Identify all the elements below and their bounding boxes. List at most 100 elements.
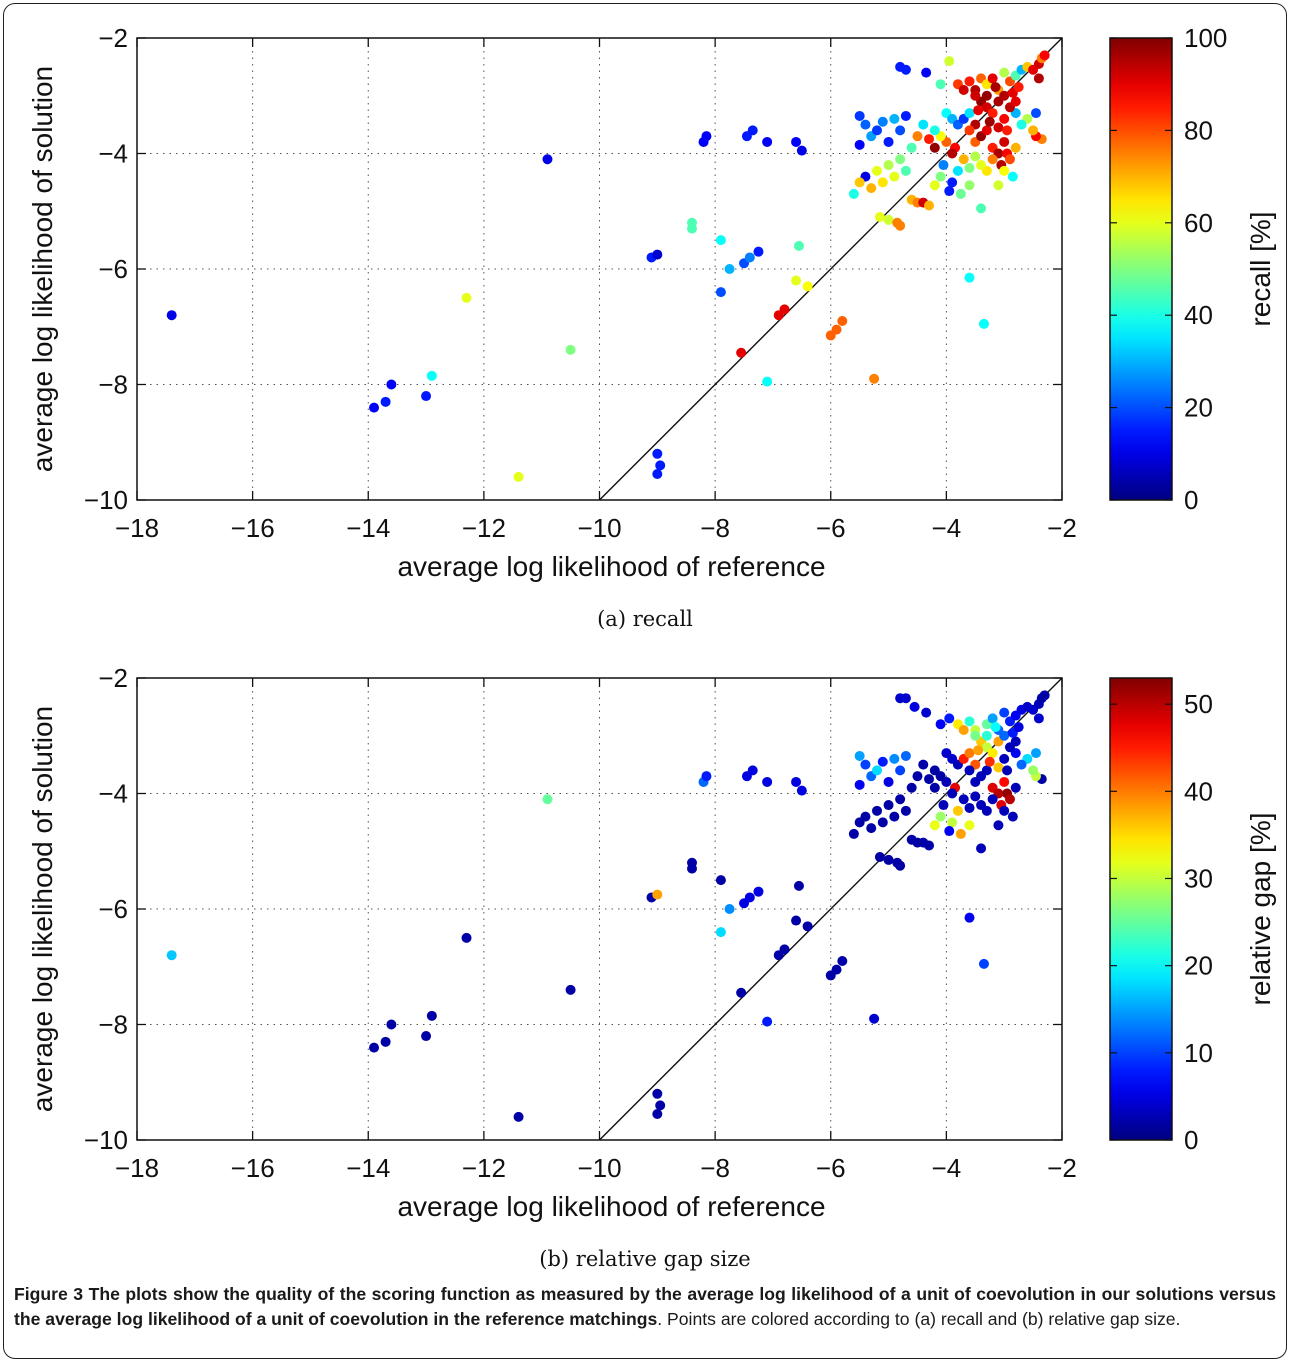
data-point (791, 275, 802, 286)
data-point (421, 391, 432, 402)
data-point (921, 707, 932, 718)
data-point (796, 145, 807, 156)
data-point (869, 373, 880, 384)
data-point (1010, 96, 1021, 107)
data-point (976, 160, 987, 171)
data-point (924, 840, 935, 851)
data-point (1007, 171, 1018, 182)
data-point (1016, 759, 1027, 770)
data-point (762, 776, 773, 787)
data-point (955, 188, 966, 199)
data-point (1033, 73, 1044, 84)
data-point (944, 56, 955, 67)
x-tick-label: −14 (346, 513, 390, 543)
x-tick-label: −14 (346, 1153, 390, 1183)
data-point (964, 125, 975, 136)
data-point (883, 776, 894, 787)
y-tick-label: −10 (84, 485, 128, 515)
data-point (1002, 125, 1013, 136)
data-point (970, 90, 981, 101)
data-point (987, 108, 998, 119)
data-point (987, 794, 998, 805)
data-point (924, 134, 935, 145)
data-point (929, 142, 940, 153)
data-point (565, 984, 576, 995)
data-point (999, 805, 1010, 816)
data-point (929, 765, 940, 776)
points-group (166, 50, 1050, 482)
data-point (912, 131, 923, 142)
data-point (1002, 765, 1013, 776)
data-point (964, 108, 975, 119)
data-point (869, 1013, 880, 1024)
data-point (565, 344, 576, 355)
data-point (970, 791, 981, 802)
data-point (762, 376, 773, 387)
data-point (964, 272, 975, 283)
data-point (715, 287, 726, 298)
data-point (380, 1036, 391, 1047)
data-point (831, 324, 842, 335)
data-point (912, 771, 923, 782)
x-tick-label: −6 (816, 513, 846, 543)
data-point (655, 1100, 666, 1111)
data-point (929, 125, 940, 136)
x-axis-label: average log likelihood of reference (397, 551, 825, 582)
data-point (895, 794, 906, 805)
data-point (854, 139, 865, 150)
points-group (166, 690, 1050, 1122)
data-point (976, 203, 987, 214)
data-point (854, 110, 865, 121)
data-point (889, 811, 900, 822)
x-tick-label: −10 (577, 1153, 621, 1183)
data-point (380, 396, 391, 407)
data-point (924, 200, 935, 211)
data-point (935, 171, 946, 182)
data-point (542, 154, 553, 165)
data-point (461, 292, 472, 303)
data-point (1030, 108, 1041, 119)
data-point (747, 765, 758, 776)
data-point (964, 765, 975, 776)
data-point (724, 904, 735, 914)
caption-label: Figure 3 (14, 1284, 84, 1304)
data-point (542, 794, 553, 805)
data-point (1010, 782, 1021, 793)
x-tick-label: −2 (1047, 513, 1077, 543)
data-point (762, 1016, 773, 1027)
data-point (426, 370, 437, 381)
data-point (999, 730, 1010, 741)
data-point (947, 788, 958, 799)
data-point (747, 125, 758, 136)
data-point (906, 782, 917, 793)
data-point (791, 776, 802, 787)
x-tick-label: −16 (231, 513, 275, 543)
data-point (987, 713, 998, 724)
data-point (964, 180, 975, 191)
data-point (993, 762, 1004, 773)
data-point (1010, 736, 1021, 747)
data-point (895, 765, 906, 776)
y-tick-label: −8 (98, 370, 128, 400)
data-point (877, 177, 888, 188)
data-point (166, 310, 177, 321)
data-point (981, 765, 992, 776)
colorbar (1109, 37, 1173, 501)
data-point (964, 912, 975, 923)
data-point (866, 823, 877, 834)
data-point (947, 817, 958, 828)
data-point (987, 154, 998, 165)
data-point (802, 281, 813, 292)
data-point (883, 854, 894, 865)
data-point (513, 1111, 524, 1122)
y-tick-label: −10 (84, 1125, 128, 1155)
data-point (964, 162, 975, 173)
x-tick-label: −4 (932, 1153, 962, 1183)
data-point (900, 693, 911, 704)
x-tick-label: −18 (115, 1153, 159, 1183)
recall-scatter-plot: −18 −16 −14 −12 −10 −8 −6 −4 −2 −10 −8 −6 −4 −2 averag… (27, 23, 1276, 631)
data-point (652, 448, 663, 459)
data-point (970, 730, 981, 741)
data-point (877, 756, 888, 767)
data-point (652, 469, 663, 480)
